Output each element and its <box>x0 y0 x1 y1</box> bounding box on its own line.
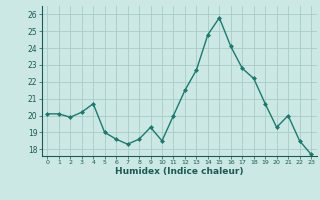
X-axis label: Humidex (Indice chaleur): Humidex (Indice chaleur) <box>115 167 244 176</box>
